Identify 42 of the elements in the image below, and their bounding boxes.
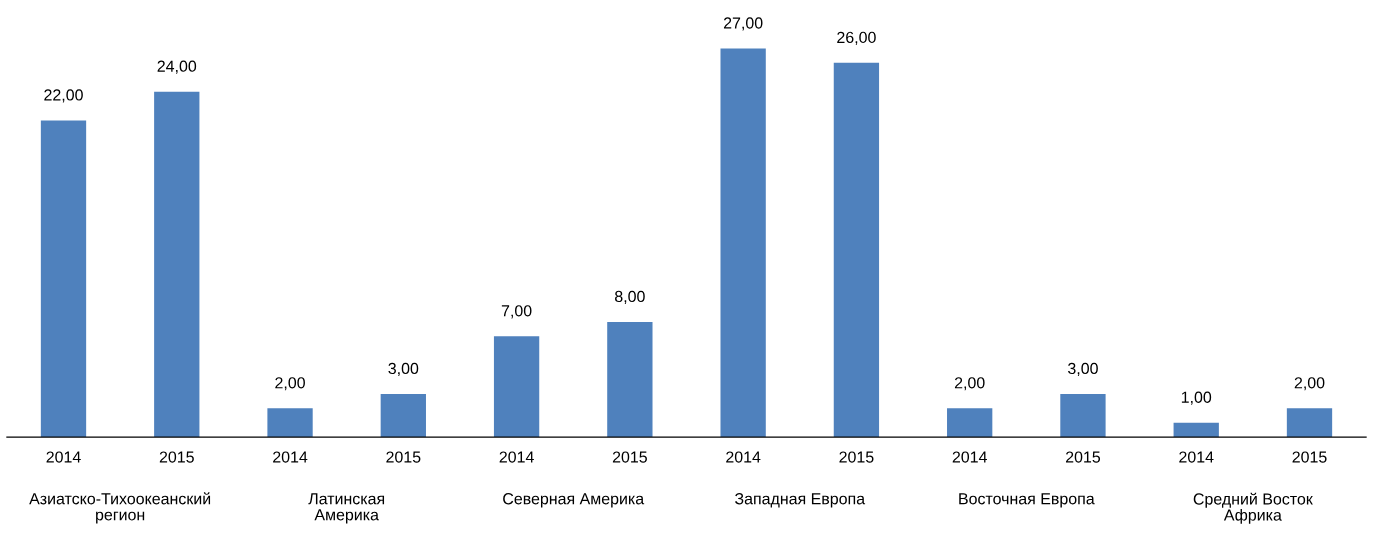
bar <box>1060 393 1106 438</box>
bar <box>1173 422 1219 438</box>
data-label: 27,00 <box>723 17 763 31</box>
data-label: 2,00 <box>275 377 305 391</box>
data-label: 1,00 <box>1181 391 1212 405</box>
bar <box>380 393 426 438</box>
x-tick-label: 2014 <box>952 451 987 463</box>
x-tick-label: 2014 <box>46 451 81 463</box>
x-tick-label: 2015 <box>1292 451 1327 463</box>
x-tick-label: 2014 <box>273 451 308 463</box>
bar <box>720 48 766 438</box>
data-label: 22,00 <box>44 89 83 103</box>
data-label: 2,00 <box>954 377 985 391</box>
bar <box>154 91 200 438</box>
bar <box>1286 408 1333 438</box>
text: Северная Америка <box>503 493 645 508</box>
data-label: 24,00 <box>157 60 197 74</box>
bar <box>40 120 87 438</box>
data-label: 3,00 <box>388 362 419 376</box>
x-tick-label: 2015 <box>159 451 194 463</box>
x-tick-label: 2014 <box>499 451 534 463</box>
bar <box>947 408 993 438</box>
x-tick-label: 2014 <box>1179 451 1214 463</box>
text: Средний Восток Африка <box>1193 492 1313 524</box>
x-tick-label: 2015 <box>839 451 874 463</box>
bar <box>493 336 540 438</box>
text: Азиатско-Тихоокеанский регион <box>29 492 211 524</box>
x-tick-label: 2015 <box>386 451 421 463</box>
data-label: 2,00 <box>1294 377 1325 391</box>
data-label: 7,00 <box>501 305 532 319</box>
bar <box>833 62 880 438</box>
data-label: 3,00 <box>1068 362 1098 376</box>
x-tick-label: 2015 <box>612 451 647 463</box>
x-tick-label: 2015 <box>1065 451 1101 463</box>
bar <box>267 408 313 438</box>
text: Западная Европа <box>734 493 866 508</box>
text: Латинская Америка <box>308 493 385 524</box>
data-label: 26,00 <box>837 31 876 45</box>
text: Восточная Европа <box>959 493 1095 508</box>
data-label: 8,00 <box>615 290 645 305</box>
x-tick-label: 2014 <box>726 451 761 463</box>
bar <box>607 321 653 438</box>
